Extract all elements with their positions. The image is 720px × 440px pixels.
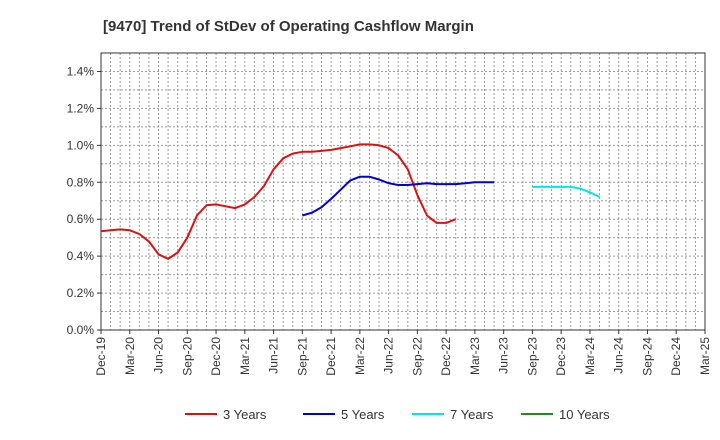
x-tick-label: Dec-22	[439, 337, 453, 376]
x-tick-label: Dec-20	[209, 337, 223, 376]
x-tick-label: Dec-19	[94, 337, 108, 376]
x-tick-label: Jun-21	[267, 337, 281, 374]
x-tick-label: Sep-24	[640, 337, 654, 376]
series-line-3-years	[100, 143, 457, 260]
y-tick-label: 1.0%	[67, 138, 95, 152]
y-tick-label: 0.8%	[67, 175, 95, 189]
x-tick-label: Mar-25	[698, 337, 712, 375]
series-lines	[100, 143, 600, 260]
grid	[101, 53, 705, 330]
x-tick-label: Jun-22	[382, 337, 396, 374]
x-tick-label: Mar-21	[238, 337, 252, 375]
series-line-7-years	[532, 185, 600, 198]
x-tick-label: Mar-24	[583, 337, 597, 375]
x-tick-label: Mar-23	[468, 337, 482, 375]
plot-area	[100, 52, 706, 331]
x-axis: Dec-19 Mar-20 Jun-20 Sep-20 Dec-20 Mar-21 Jun-…	[94, 330, 712, 376]
y-tick-label: 0.0%	[67, 323, 95, 337]
y-axis: 0.0% 0.2% 0.4% 0.6% 0.8% 1.0% 1.2% 1.4%	[67, 64, 101, 337]
x-tick-label: Sep-22	[410, 337, 424, 376]
legend-label: 5 Years	[341, 407, 385, 422]
x-tick-label: Dec-24	[669, 337, 683, 376]
x-tick-label: Jun-20	[152, 337, 166, 374]
x-tick-label: Mar-20	[123, 337, 137, 375]
x-tick-label: Mar-22	[353, 337, 367, 375]
series-line-5-years	[302, 175, 495, 217]
y-tick-label: 0.2%	[67, 286, 95, 300]
legend-label: 7 Years	[450, 407, 494, 422]
x-tick-label: Sep-21	[295, 337, 309, 376]
legend-label: 10 Years	[559, 407, 610, 422]
chart-title: [9470] Trend of StDev of Operating Cashf…	[103, 18, 474, 35]
x-tick-label: Sep-20	[180, 337, 194, 376]
legend-label: 3 Years	[223, 407, 267, 422]
x-tick-label: Dec-21	[324, 337, 338, 376]
x-tick-label: Dec-23	[554, 337, 568, 376]
legend: 3 Years 5 Years 7 Years 10 Years	[185, 407, 610, 422]
x-tick-label: Jun-24	[612, 337, 626, 374]
y-tick-label: 1.4%	[67, 64, 95, 78]
x-tick-label: Jun-23	[497, 337, 511, 374]
y-tick-label: 0.6%	[67, 212, 95, 226]
x-tick-label: Sep-23	[525, 337, 539, 376]
y-tick-label: 0.4%	[67, 249, 95, 263]
y-tick-label: 1.2%	[67, 101, 95, 115]
